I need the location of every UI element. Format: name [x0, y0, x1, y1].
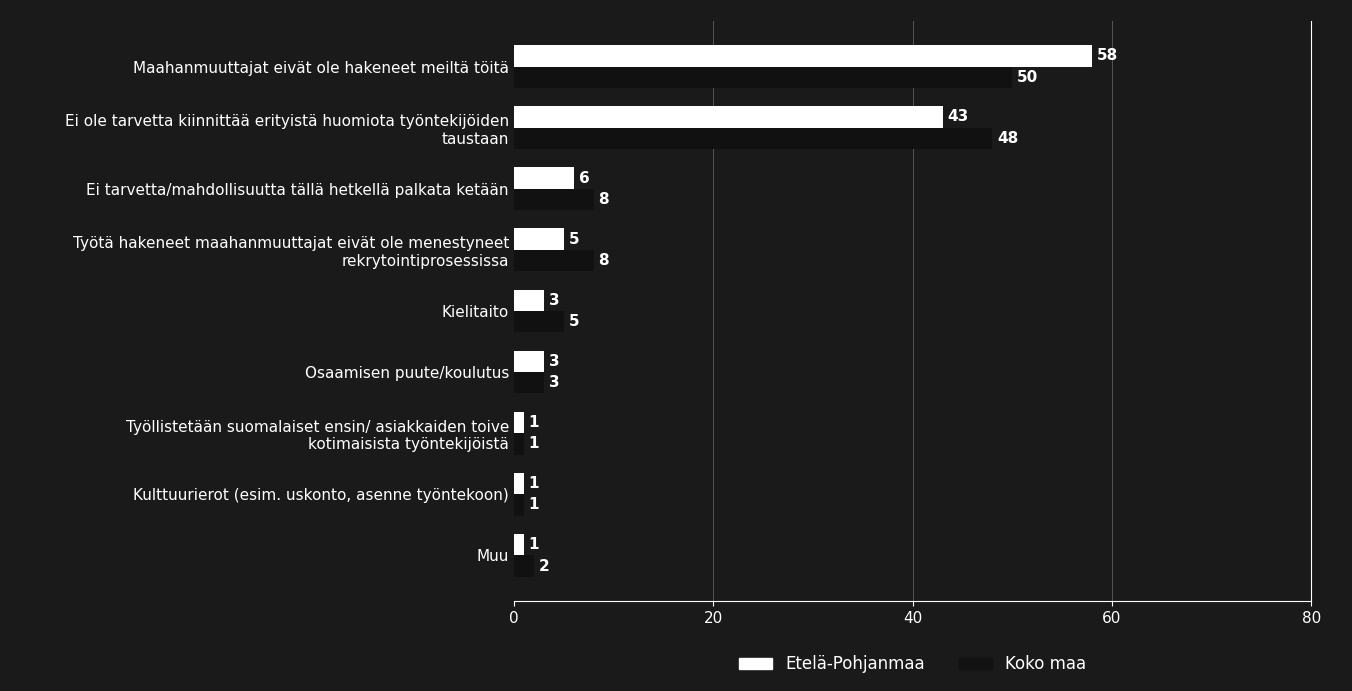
Text: 58: 58	[1096, 48, 1118, 64]
Text: 3: 3	[549, 293, 560, 307]
Text: 5: 5	[569, 314, 579, 329]
Bar	[514, 45, 1092, 66]
Text: 8: 8	[599, 192, 610, 207]
Text: 8: 8	[599, 253, 610, 268]
Bar	[514, 66, 1013, 88]
Bar	[514, 311, 564, 332]
Bar	[514, 167, 573, 189]
Text: 5: 5	[569, 231, 579, 247]
Text: 1: 1	[529, 415, 539, 430]
Bar	[514, 534, 523, 556]
Bar	[514, 128, 992, 149]
Bar	[514, 290, 544, 311]
Text: 3: 3	[549, 375, 560, 390]
Bar	[514, 433, 523, 455]
Text: 1: 1	[529, 537, 539, 552]
Bar	[514, 250, 594, 272]
Text: 1: 1	[529, 498, 539, 513]
Bar	[514, 556, 534, 577]
Text: 6: 6	[579, 171, 589, 186]
Bar	[514, 106, 942, 128]
Text: 50: 50	[1017, 70, 1038, 85]
Bar	[514, 350, 544, 372]
Bar	[514, 229, 564, 250]
Text: 1: 1	[529, 436, 539, 451]
Bar	[514, 412, 523, 433]
Bar	[514, 494, 523, 515]
Bar	[514, 473, 523, 494]
Text: 3: 3	[549, 354, 560, 369]
Text: 1: 1	[529, 476, 539, 491]
Bar	[514, 189, 594, 210]
Bar	[514, 372, 544, 393]
Legend: Etelä-Pohjanmaa, Koko maa: Etelä-Pohjanmaa, Koko maa	[733, 649, 1092, 680]
Text: 43: 43	[948, 109, 969, 124]
Text: 48: 48	[998, 131, 1018, 146]
Text: 2: 2	[538, 558, 549, 574]
